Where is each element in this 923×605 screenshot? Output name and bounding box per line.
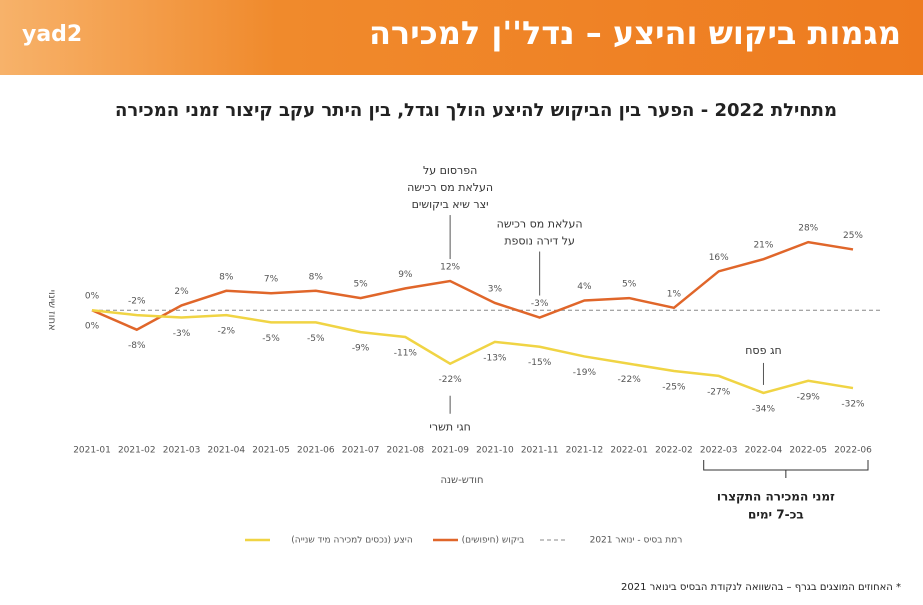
- x-tick-label: 2021-06: [297, 446, 335, 456]
- annotation: על דירה נוספת: [504, 235, 575, 248]
- x-tick-label: 2021-08: [387, 446, 425, 456]
- legend-label: היצע (נכסים למכירה מיד שנייה): [291, 536, 413, 546]
- logo: yad2: [22, 22, 83, 47]
- annotation: העלאת מס רכישה: [497, 218, 583, 231]
- value-label: -22%: [438, 375, 462, 385]
- value-label: 1%: [667, 289, 682, 299]
- x-tick-label: 2021-04: [207, 446, 245, 456]
- value-label: 5%: [622, 280, 637, 290]
- value-label: -5%: [262, 334, 280, 344]
- value-label: -13%: [483, 353, 507, 363]
- value-label: 0%: [85, 322, 100, 332]
- y-axis-label: אחוז שינוי: [46, 290, 57, 331]
- annotation: העלאת מס רכישה: [407, 181, 493, 194]
- value-label: -2%: [128, 297, 146, 307]
- value-label: -5%: [307, 334, 325, 344]
- value-label: 8%: [309, 272, 324, 282]
- x-tick-label: 2021-03: [163, 446, 201, 456]
- value-label: -9%: [352, 344, 370, 354]
- annotation: יצר שיא ביקושים: [412, 198, 489, 211]
- value-label: 9%: [398, 270, 413, 280]
- value-label: -19%: [573, 368, 597, 378]
- series-line: [91, 240, 854, 332]
- bracket-label: בכ-7 ימים: [748, 508, 804, 522]
- value-label: 3%: [488, 284, 503, 294]
- x-tick-label: 2021-07: [342, 446, 380, 456]
- x-tick-label: 2022-04: [745, 446, 783, 456]
- value-label: 4%: [577, 282, 592, 292]
- value-label: 2%: [174, 287, 189, 297]
- legend-label: רמת בסיס - ינואר 2021: [590, 536, 683, 546]
- value-label: 5%: [353, 280, 368, 290]
- x-tick-label: 2021-12: [566, 446, 604, 456]
- value-label: -32%: [841, 400, 865, 410]
- value-label: 0%: [85, 292, 100, 302]
- chart: 2021-01 0% 0% 2021-02 -8% -2% 2021-03 2% -3% 2021…: [46, 164, 880, 546]
- x-tick-label: 2021-02: [118, 446, 156, 456]
- x-tick-label: 2021-01: [73, 446, 111, 456]
- value-label: 8%: [219, 272, 234, 282]
- header: yad2 מגמות ביקוש והיצע – נדל''ן למכירה: [0, 0, 923, 75]
- value-label: -3%: [173, 329, 191, 339]
- value-label: -15%: [528, 358, 552, 368]
- value-label: -27%: [707, 387, 731, 397]
- value-label: -8%: [128, 341, 146, 351]
- value-label: 16%: [709, 253, 729, 263]
- x-tick-label: 2022-05: [789, 446, 827, 456]
- x-tick-label: 2021-09: [431, 446, 469, 456]
- x-tick-label: 2022-02: [655, 446, 693, 456]
- x-tick-label: 2021-10: [476, 446, 514, 456]
- value-label: 25%: [843, 231, 863, 241]
- bracket-label: זמני המכירה התקצרו: [717, 490, 835, 504]
- value-label: 7%: [264, 275, 279, 285]
- value-label: -3%: [531, 299, 549, 309]
- annotation: חג פסח: [745, 344, 781, 357]
- bracket: [703, 460, 869, 478]
- subtitle: מתחילת 2022 - הפער בין הביקוש להיצע הולך…: [115, 100, 837, 121]
- value-label: -22%: [618, 375, 642, 385]
- value-label: -34%: [752, 404, 776, 414]
- x-tick-label: 2021-05: [252, 446, 290, 456]
- title: מגמות ביקוש והיצע – נדל''ן למכירה: [368, 14, 901, 52]
- annotation: הפרסום על: [423, 164, 477, 177]
- value-label: 21%: [753, 241, 773, 251]
- value-label: -29%: [797, 392, 821, 402]
- series-line: [91, 308, 854, 395]
- x-tick-label: 2022-01: [610, 446, 648, 456]
- x-tick-label: 2021-11: [521, 446, 559, 456]
- x-tick-label: 2022-03: [700, 446, 738, 456]
- value-label: -2%: [218, 327, 236, 337]
- annotation: חגי תשרי: [429, 421, 470, 434]
- x-tick-label: 2022-06: [834, 446, 872, 456]
- value-label: 28%: [798, 224, 818, 234]
- x-axis-label: חודש-שנה: [440, 475, 483, 486]
- value-label: -11%: [394, 348, 418, 358]
- value-label: -25%: [662, 383, 686, 393]
- legend-label: ביקוש (חיפושים): [462, 536, 525, 546]
- value-label: 12%: [440, 263, 460, 273]
- footnote: * האחוזים המוצגים בגרף – בהשוואה לנקודת …: [621, 582, 901, 593]
